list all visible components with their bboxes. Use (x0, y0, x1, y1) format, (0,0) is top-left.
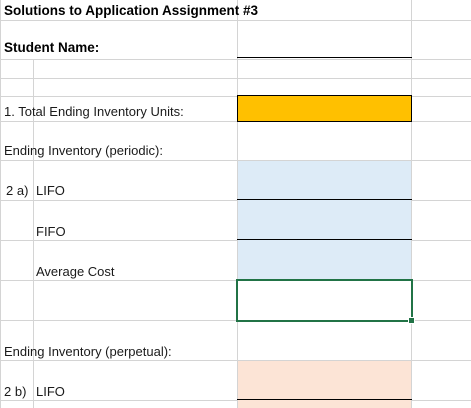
q2a-prefix: 2 a) (6, 183, 29, 198)
row-divider (0, 240, 471, 241)
row-divider (0, 280, 471, 281)
student-name-label: Student Name: (4, 40, 100, 55)
perpetual-header: Ending Inventory (perpetual): (4, 344, 172, 359)
lifo-periodic-label: LIFO (36, 183, 65, 198)
column-divider (237, 0, 238, 408)
row-divider (0, 320, 471, 321)
row-divider (0, 160, 471, 161)
perpetual-answer-fill (238, 361, 411, 408)
periodic-header: Ending Inventory (periodic): (4, 143, 163, 158)
row-divider (0, 200, 471, 201)
row-divider (0, 360, 471, 361)
average-cost-label: Average Cost (36, 264, 115, 279)
column-divider (411, 0, 412, 408)
row-divider (0, 96, 471, 97)
selected-cell[interactable] (236, 279, 413, 322)
lifo-answer-underline (237, 199, 412, 200)
row-divider (0, 78, 471, 79)
total-units-answer-cell[interactable] (237, 95, 412, 122)
column-divider (0, 0, 1, 408)
fifo-answer-underline (237, 239, 412, 240)
total-units-label: 1. Total Ending Inventory Units: (4, 104, 184, 119)
row-divider (0, 59, 471, 60)
student-name-underline (237, 57, 412, 58)
lifo-perpetual-label: LIFO (36, 384, 65, 399)
column-divider (33, 60, 34, 408)
q2b-prefix: 2 b) (4, 384, 27, 399)
row-divider (0, 400, 471, 401)
lifo-perpetual-answer-underline (237, 399, 412, 400)
row-divider (0, 20, 471, 21)
fifo-periodic-label: FIFO (36, 224, 66, 239)
row-divider (0, 121, 471, 122)
periodic-answer-fill (238, 161, 411, 279)
sheet-title: Solutions to Application Assignment #3 (4, 3, 259, 18)
fill-handle[interactable] (408, 317, 415, 324)
